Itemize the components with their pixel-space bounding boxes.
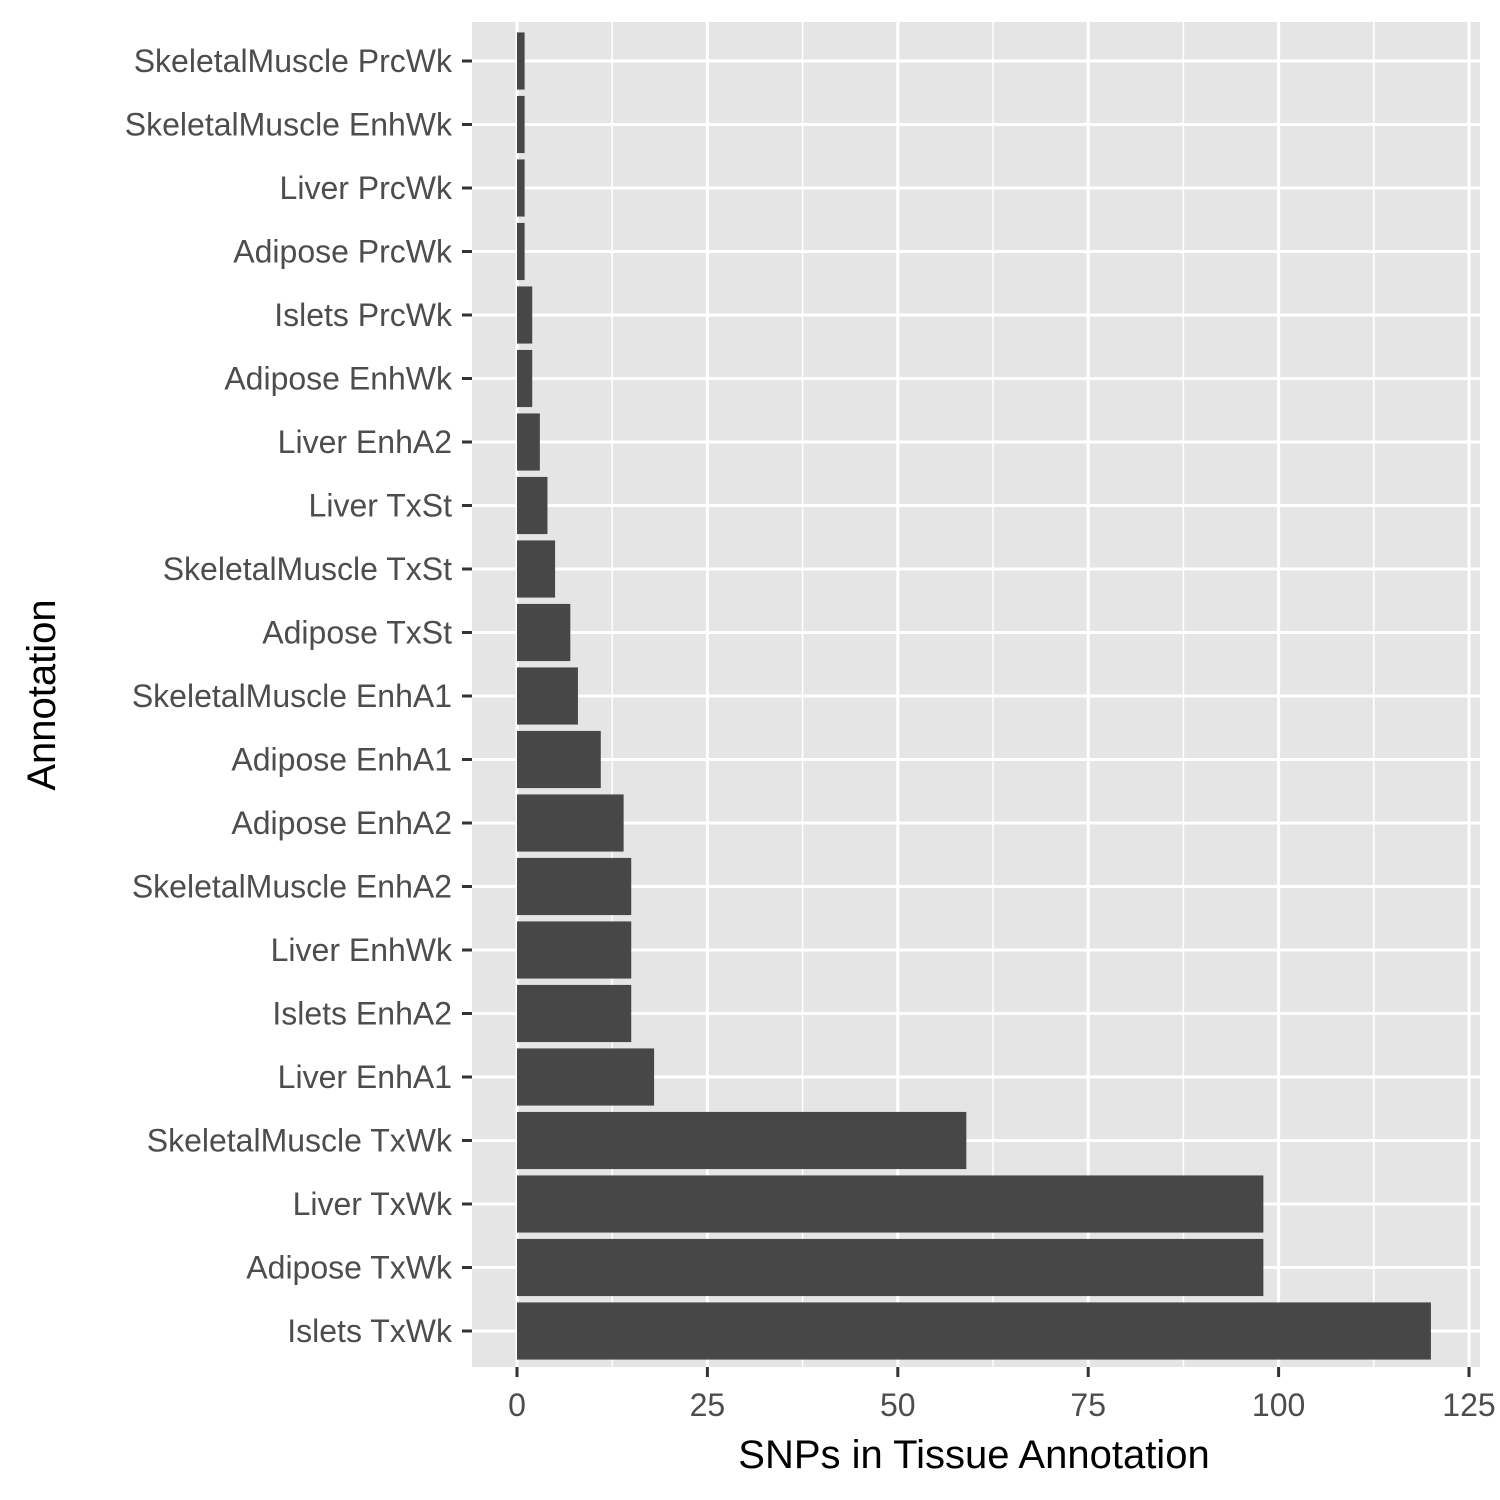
y-tick-label: Islets EnhA2 <box>272 996 452 1032</box>
y-tick-label: Adipose EnhA1 <box>231 742 452 778</box>
x-tick-label: 100 <box>1252 1387 1305 1423</box>
bar <box>517 1302 1431 1360</box>
y-tick-label: Liver EnhA2 <box>278 424 452 460</box>
bar <box>517 921 632 979</box>
y-tick-label: SkeletalMuscle PrcWk <box>134 43 453 79</box>
y-tick-label: Liver EnhA1 <box>278 1059 452 1095</box>
y-tick-label: SkeletalMuscle EnhWk <box>125 107 453 143</box>
y-tick-label: SkeletalMuscle EnhA2 <box>132 869 452 905</box>
bars <box>517 32 1431 1360</box>
y-tick-label: SkeletalMuscle EnhA1 <box>132 678 452 714</box>
x-tick-label: 0 <box>508 1387 526 1423</box>
bar <box>517 1175 1264 1233</box>
bar <box>517 349 533 408</box>
x-tick-label: 25 <box>690 1387 726 1423</box>
y-tick-label: Islets PrcWk <box>274 297 453 333</box>
x-axis: 0 25 50 75 100 125 <box>508 1367 1496 1423</box>
bar <box>517 794 624 852</box>
bar <box>517 476 548 535</box>
grid-lines <box>472 22 1480 1367</box>
bar <box>517 1111 967 1170</box>
bar <box>517 1238 1264 1297</box>
bar <box>517 413 540 471</box>
y-axis: SkeletalMuscle PrcWk SkeletalMuscle EnhWk… <box>125 43 472 1349</box>
y-tick-label: SkeletalMuscle TxSt <box>163 551 452 587</box>
bar <box>517 222 525 281</box>
bar <box>517 984 632 1043</box>
bar <box>517 159 525 217</box>
bar <box>517 32 525 90</box>
x-axis-title: SNPs in Tissue Annotation <box>738 1433 1209 1477</box>
bar <box>517 667 578 725</box>
bar <box>517 603 571 662</box>
x-tick-label: 125 <box>1442 1387 1495 1423</box>
bar <box>517 286 533 344</box>
y-tick-label: Adipose PrcWk <box>233 234 453 270</box>
y-tick-label: Liver TxWk <box>293 1186 453 1222</box>
y-tick-label: Adipose EnhWk <box>224 361 453 397</box>
y-tick-label: Adipose TxWk <box>246 1250 453 1286</box>
bar <box>517 730 601 789</box>
x-tick-label: 50 <box>880 1387 916 1423</box>
bar <box>517 540 556 598</box>
bar <box>517 857 632 916</box>
y-tick-label: SkeletalMuscle TxWk <box>147 1123 453 1159</box>
y-tick-label: Adipose TxSt <box>262 615 452 651</box>
y-tick-label: Liver TxSt <box>309 488 453 524</box>
bar <box>517 1048 655 1106</box>
bar <box>517 95 525 154</box>
y-tick-label: Liver EnhWk <box>271 932 453 968</box>
x-tick-label: 75 <box>1070 1387 1106 1423</box>
y-tick-label: Liver PrcWk <box>280 170 453 206</box>
y-tick-label: Islets TxWk <box>287 1313 453 1349</box>
y-axis-title: Annotation <box>20 599 64 790</box>
y-tick-label: Adipose EnhA2 <box>231 805 452 841</box>
